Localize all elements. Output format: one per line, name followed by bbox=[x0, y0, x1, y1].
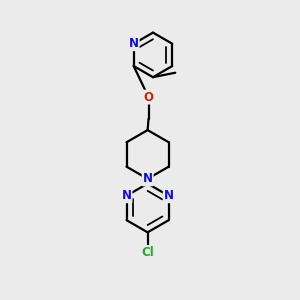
Text: N: N bbox=[142, 172, 153, 185]
Text: O: O bbox=[143, 91, 154, 103]
Text: N: N bbox=[122, 189, 131, 202]
Text: N: N bbox=[129, 37, 139, 50]
Text: N: N bbox=[164, 189, 174, 202]
Text: Cl: Cl bbox=[141, 246, 154, 259]
